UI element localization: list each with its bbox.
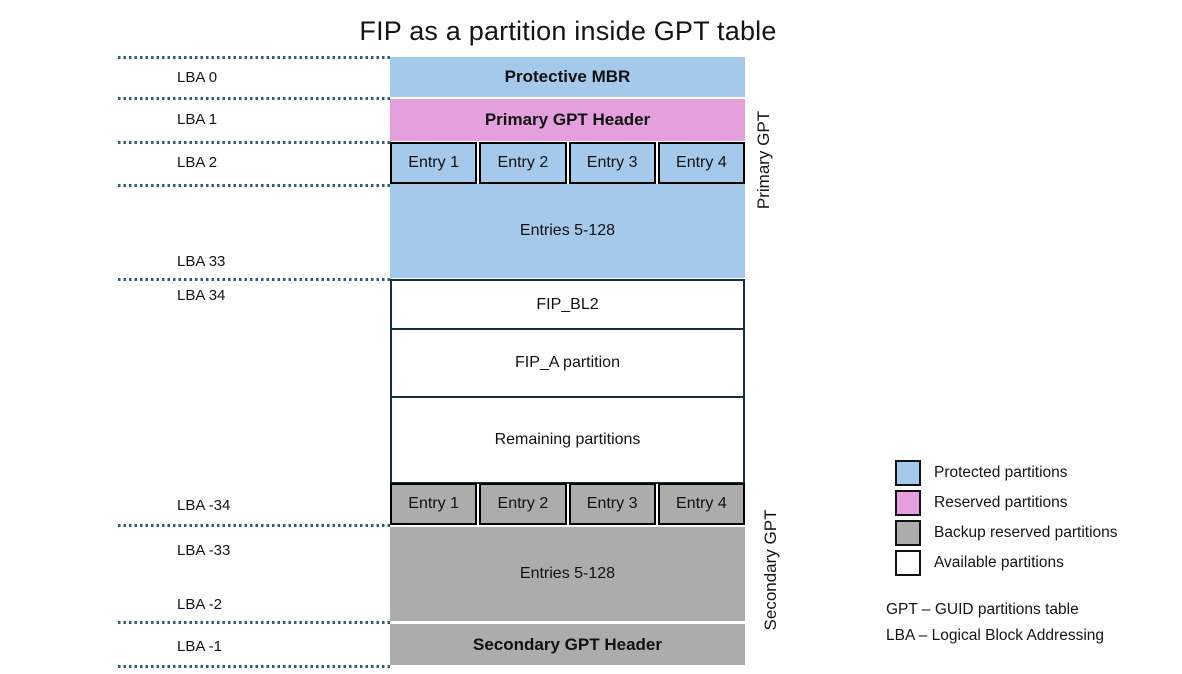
- legend-label: Available partitions: [934, 554, 1064, 571]
- entry-cell: Entry 2: [479, 142, 567, 184]
- side-label-primary-gpt: Primary GPT: [754, 110, 773, 210]
- legend-item: Protected partitions: [895, 460, 1068, 486]
- dotted-line: [118, 524, 390, 527]
- legend-swatch-backup: [895, 520, 921, 546]
- entry-cell: Entry 1: [390, 142, 478, 184]
- note-lba: LBA – Logical Block Addressing: [886, 627, 1104, 644]
- block-remaining-partitions: Remaining partitions: [390, 396, 745, 484]
- lba-label: LBA 0: [177, 69, 218, 86]
- entry-cell: Entry 3: [568, 142, 656, 184]
- legend-item: Backup reserved partitions: [895, 520, 1118, 546]
- legend-swatch-available: [895, 550, 921, 576]
- legend-label: Protected partitions: [934, 464, 1068, 481]
- entry-cell: Entry 2: [479, 483, 567, 525]
- note-gpt: GPT – GUID partitions table: [886, 601, 1079, 618]
- entry-cell: Entry 4: [657, 142, 745, 184]
- legend-item: Reserved partitions: [895, 490, 1068, 516]
- lba-label: LBA 1: [177, 111, 218, 128]
- dotted-line: [118, 621, 390, 624]
- dotted-line: [118, 184, 390, 187]
- block-entries-5-128-primary: Entries 5-128: [390, 184, 745, 278]
- lba-label: LBA 34: [177, 287, 226, 304]
- dotted-line: [118, 665, 390, 668]
- entry-cell: Entry 4: [657, 483, 745, 525]
- dotted-line: [118, 141, 390, 144]
- lba-label: LBA -34: [177, 497, 231, 514]
- legend-swatch-reserved: [895, 490, 921, 516]
- block-primary-gpt-header: Primary GPT Header: [390, 99, 745, 141]
- legend-label: Reserved partitions: [934, 494, 1068, 511]
- lba-label: LBA -1: [177, 638, 223, 655]
- block-protective-mbr: Protective MBR: [390, 57, 745, 97]
- legend-item: Available partitions: [895, 550, 1064, 576]
- legend-label: Backup reserved partitions: [934, 524, 1118, 541]
- block-fip-a-partition: FIP_A partition: [390, 328, 745, 398]
- legend-swatch-protected: [895, 460, 921, 486]
- block-fip-bl2: FIP_BL2: [390, 279, 745, 330]
- page-title: FIP as a partition inside GPT table: [359, 16, 777, 46]
- dotted-line: [118, 56, 390, 59]
- dotted-line: [118, 97, 390, 100]
- lba-label: LBA -2: [177, 596, 223, 613]
- entry-row-secondary: Entry 1 Entry 2 Entry 3 Entry 4: [390, 483, 745, 525]
- entry-row-primary: Entry 1 Entry 2 Entry 3 Entry 4: [390, 142, 745, 184]
- side-label-secondary-gpt: Secondary GPT: [761, 509, 780, 631]
- lba-label: LBA 33: [177, 253, 226, 270]
- block-secondary-gpt-header: Secondary GPT Header: [390, 624, 745, 665]
- lba-label: LBA 2: [177, 154, 218, 171]
- block-entries-5-128-secondary: Entries 5-128: [390, 527, 745, 621]
- dotted-line: [118, 278, 390, 281]
- lba-label: LBA -33: [177, 542, 231, 559]
- entry-cell: Entry 3: [568, 483, 656, 525]
- entry-cell: Entry 1: [390, 483, 478, 525]
